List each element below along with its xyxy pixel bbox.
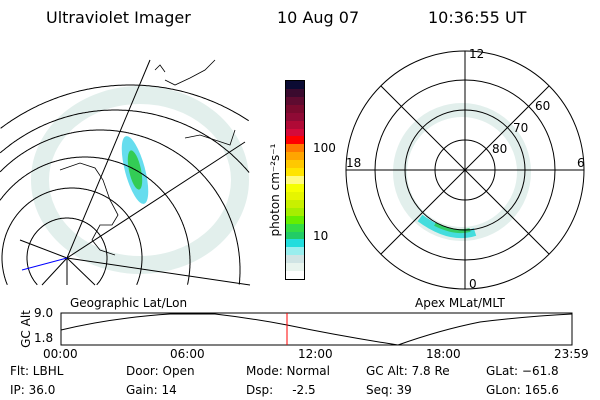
colorbar-segment <box>286 88 304 97</box>
xtick-0000: 00:00 <box>43 347 78 361</box>
mlt-label-0: 0 <box>469 277 477 291</box>
altitude-ytick-max: 9.0 <box>34 306 54 320</box>
colorbar-segment <box>286 96 304 105</box>
colorbar-segment <box>286 136 304 145</box>
xtick-1800: 18:00 <box>426 347 461 361</box>
status-glat: GLat: −61.8 <box>486 364 559 378</box>
colorbar-segment <box>286 207 304 216</box>
status-ip: IP: 36.0 <box>10 383 56 397</box>
mlat-label-80: 80 <box>492 142 508 156</box>
colorbar-segment <box>286 81 304 89</box>
colorbar-segment <box>286 263 304 272</box>
status-seq: Seq: 39 <box>366 383 412 397</box>
coastline <box>154 59 216 86</box>
colorbar-segment <box>286 168 304 177</box>
date-label: 10 Aug 07 <box>277 8 360 27</box>
colorbar-segment <box>286 104 304 113</box>
geo-panel-label: Geographic Lat/Lon <box>70 296 188 310</box>
latitude-circle <box>26 217 108 286</box>
colorbar-tick-10: 10 <box>313 229 329 243</box>
colorbar-segment <box>286 112 304 121</box>
colorbar-segment <box>286 152 304 161</box>
mlat-label-70: 70 <box>513 121 529 135</box>
mlt-label-6: 6 <box>577 156 585 170</box>
colorbar <box>285 80 305 280</box>
altitude-curve <box>60 313 573 346</box>
time-label: 10:36:55 UT <box>428 8 527 27</box>
mlt-label-12: 12 <box>469 47 485 61</box>
coastline <box>184 129 236 146</box>
xtick-0600: 06:00 <box>170 347 205 361</box>
colorbar-segment <box>286 128 304 137</box>
altitude-ylabel: GC Alt <box>19 310 33 348</box>
colorbar-segment <box>286 223 304 232</box>
colorbar-segment <box>286 247 304 256</box>
status-gc-alt: GC Alt: 7.8 Re <box>366 364 450 378</box>
colorbar-segment <box>286 255 304 264</box>
xtick-1200: 12:00 <box>298 347 333 361</box>
latitude-circle <box>0 84 249 129</box>
status-filter: Flt: LBHL <box>10 364 64 378</box>
status-dsp: Dsp: -2.5 <box>246 383 316 397</box>
latitude-circle <box>0 156 191 285</box>
latitude-circle <box>1 187 143 285</box>
colorbar-segment <box>286 160 304 169</box>
status-door: Door: Open <box>126 364 195 378</box>
status-gain: Gain: 14 <box>126 383 177 397</box>
colorbar-segment <box>286 191 304 200</box>
colorbar-segment <box>286 183 304 192</box>
latitude-circle <box>0 129 241 285</box>
lat-lon-grid <box>0 59 251 286</box>
colorbar-segment <box>286 176 304 184</box>
colorbar-segment <box>286 239 304 248</box>
mlat-label-60: 60 <box>535 99 551 113</box>
status-glon: GLon: 165.6 <box>486 383 559 397</box>
coastline <box>59 162 119 256</box>
colorbar-segment <box>286 215 304 224</box>
colorbar-segment <box>286 231 304 240</box>
mlt-label-18: 18 <box>346 156 362 170</box>
colorbar-segment <box>286 271 304 280</box>
colorbar-tick-100: 100 <box>313 141 336 155</box>
altitude-ytick-min: 1.8 <box>34 331 54 345</box>
colorbar-segment <box>286 199 304 208</box>
colorbar-segment <box>286 144 304 153</box>
colorbar-segment <box>286 120 304 129</box>
xtick-2359: 23:59 <box>554 347 589 361</box>
polar-panel-label: Apex MLat/MLT <box>415 296 505 310</box>
instrument-title: Ultraviolet Imager <box>46 8 191 27</box>
status-mode: Mode: Normal <box>246 364 330 378</box>
